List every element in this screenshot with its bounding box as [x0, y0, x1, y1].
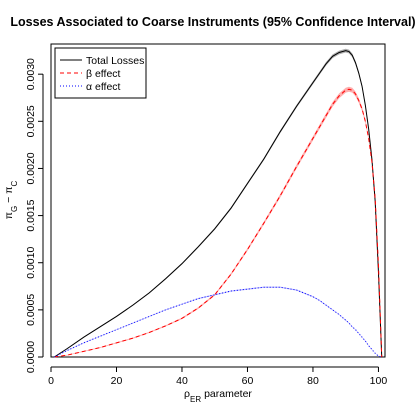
- x-axis-label-base: ρ: [184, 388, 190, 400]
- y-axis-label-minus: −: [3, 194, 15, 206]
- x-tick-label: 60: [242, 375, 254, 387]
- y-tick-label: 0.0015: [25, 199, 37, 231]
- y-tick-label: 0.0030: [25, 58, 37, 90]
- legend-label-total: Total Losses: [86, 55, 144, 67]
- x-tick-label: 20: [111, 375, 123, 387]
- x-tick-label: 100: [370, 375, 388, 387]
- legend: Total Losses β effect α effect: [54, 47, 147, 99]
- legend-box: [54, 47, 147, 99]
- band-beta-effect: [54, 86, 382, 358]
- series-line-beta-effect: [54, 88, 383, 358]
- x-axis: 0 20 40 60 80 100: [48, 366, 388, 387]
- x-axis-label: ρER parameter: [184, 388, 252, 404]
- y-axis-label-pi-g: π: [3, 212, 15, 219]
- series-line-total-losses: [53, 50, 383, 358]
- x-axis-label-rest: parameter: [201, 388, 252, 400]
- y-tick-label: 0.0010: [25, 247, 37, 279]
- y-tick-label: 0.0005: [25, 294, 37, 326]
- x-axis-label-sub: ER: [190, 395, 201, 404]
- y-axis-label-pi-c: π: [3, 187, 15, 194]
- series-lines: [53, 50, 383, 358]
- y-tick-label: 0.0020: [25, 152, 37, 184]
- x-tick-label: 80: [307, 375, 319, 387]
- chart-title: Losses Associated to Coarse Instruments …: [10, 15, 415, 29]
- plot-frame: [50, 43, 386, 358]
- legend-label-beta: β effect: [86, 68, 121, 80]
- legend-label-alpha: α effect: [86, 81, 121, 93]
- x-tick-label: 0: [48, 375, 54, 387]
- x-tick-label: 40: [176, 375, 188, 387]
- y-axis-label: πG − πC: [3, 181, 19, 220]
- y-tick-label: 0.0000: [25, 341, 37, 373]
- y-tick-label: 0.0025: [25, 105, 37, 137]
- y-axis-label-sub-c: C: [10, 181, 19, 187]
- y-axis: 0.0000 0.0005 0.0010 0.0015 0.0020 0.0025 0.00…: [25, 58, 44, 373]
- y-axis-label-sub-g: G: [10, 206, 19, 212]
